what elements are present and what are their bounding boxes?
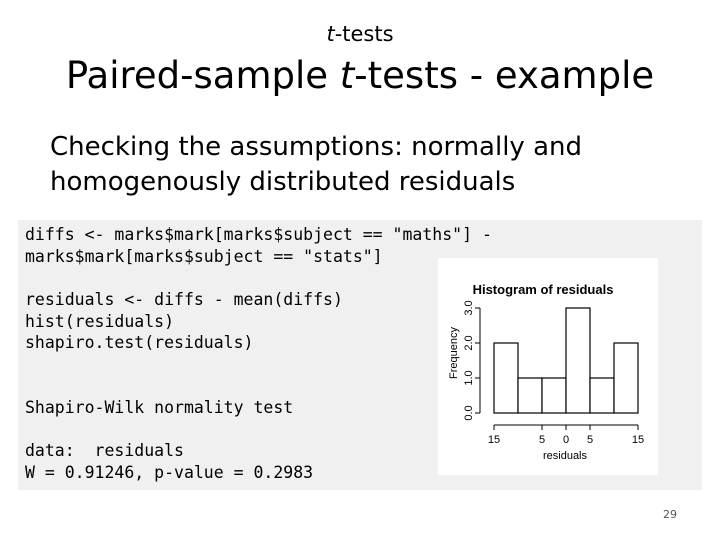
page-number: 29 xyxy=(663,508,677,521)
title-pre: Paired-sample xyxy=(65,54,340,97)
histogram-panel: Histogram of residuals Frequency residua… xyxy=(438,258,658,475)
x-tick-label: 15 xyxy=(488,434,500,446)
x-tick-label: 5 xyxy=(539,434,545,446)
y-tick-label: 2.0 xyxy=(463,335,475,350)
y-tick-label: 3.0 xyxy=(463,300,475,315)
histogram-bar xyxy=(613,342,639,414)
histogram-bar xyxy=(565,307,591,414)
y-tick-label: 0.0 xyxy=(463,405,475,420)
y-tick-label: 1.0 xyxy=(463,370,475,385)
x-tick-label: 0 xyxy=(563,434,569,446)
slide-title: Paired-sample t-tests - example xyxy=(0,54,720,97)
x-tick-label: 15 xyxy=(632,434,644,446)
header-rest: -tests xyxy=(334,22,394,46)
slide-subtitle: Checking the assumptions: normally and h… xyxy=(50,132,582,197)
header-italic: t xyxy=(326,22,335,46)
slide-header: t-tests xyxy=(0,22,720,46)
title-italic: t xyxy=(339,54,355,97)
chart-ylabel: Frequency xyxy=(448,327,460,379)
chart-title: Histogram of residuals xyxy=(473,282,614,297)
histogram-bar xyxy=(541,377,567,414)
chart-xlabel: residuals xyxy=(543,450,588,462)
histogram-bar xyxy=(517,377,543,414)
x-tick-label: 5 xyxy=(587,434,593,446)
code-diffs: diffs <- marks$mark[marks$subject == "ma… xyxy=(25,225,492,266)
code-residuals: residuals <- diffs - mean(diffs) hist(re… xyxy=(25,290,343,352)
histogram-bar xyxy=(589,377,615,414)
code-shapiro-title: Shapiro-Wilk normality test xyxy=(25,398,294,417)
histogram-chart: Histogram of residuals Frequency residua… xyxy=(448,282,644,462)
code-shapiro-result: data: residuals W = 0.91246, p-value = 0… xyxy=(25,441,314,482)
histogram-bar xyxy=(493,342,519,414)
title-post: -tests - example xyxy=(354,54,655,97)
